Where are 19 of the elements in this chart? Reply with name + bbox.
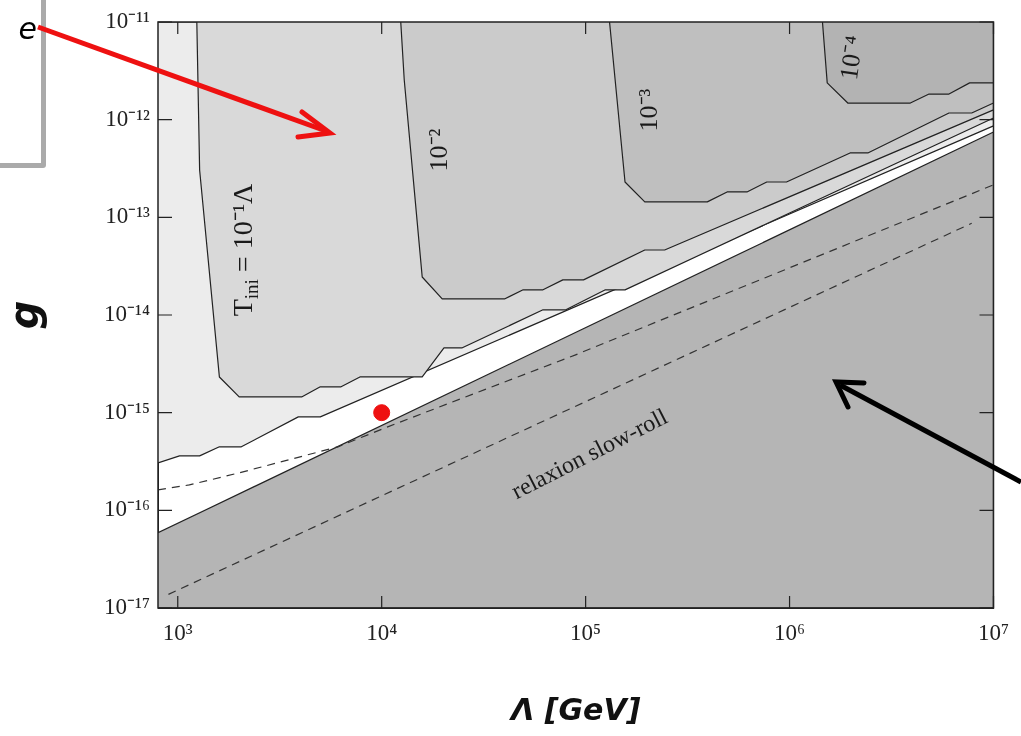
y-tick-label: 10⁻¹² bbox=[105, 105, 151, 131]
x-tick-label: 10³ bbox=[162, 619, 193, 645]
annotation: 10⁻² bbox=[423, 128, 453, 172]
x-tick-label: 10⁵ bbox=[570, 619, 602, 645]
x-tick-label: 10⁴ bbox=[366, 619, 398, 645]
x-tick-label: 10⁷ bbox=[977, 619, 1010, 645]
y-tick-label: 10⁻¹⁵ bbox=[104, 398, 150, 424]
y-tick-label: 10⁻¹¹ bbox=[105, 8, 151, 34]
x-tick-label: 10⁶ bbox=[774, 619, 806, 645]
x-axis-title: Λ [GeV] bbox=[509, 691, 641, 727]
annotation: Tini = 10⁻¹Λ bbox=[227, 182, 263, 317]
y-tick-label: 10⁻¹⁷ bbox=[104, 594, 150, 620]
annotation: 10⁻³ bbox=[633, 88, 663, 132]
annotation: 10⁻⁴ bbox=[833, 33, 869, 82]
y-axis-title: g bbox=[1, 300, 48, 330]
y-tick-label: 10⁻¹⁴ bbox=[104, 301, 150, 327]
callout-box: e bbox=[0, 0, 46, 168]
y-tick-label: 10⁻¹⁶ bbox=[104, 496, 150, 522]
y-tick-label: 10⁻¹³ bbox=[105, 203, 151, 229]
